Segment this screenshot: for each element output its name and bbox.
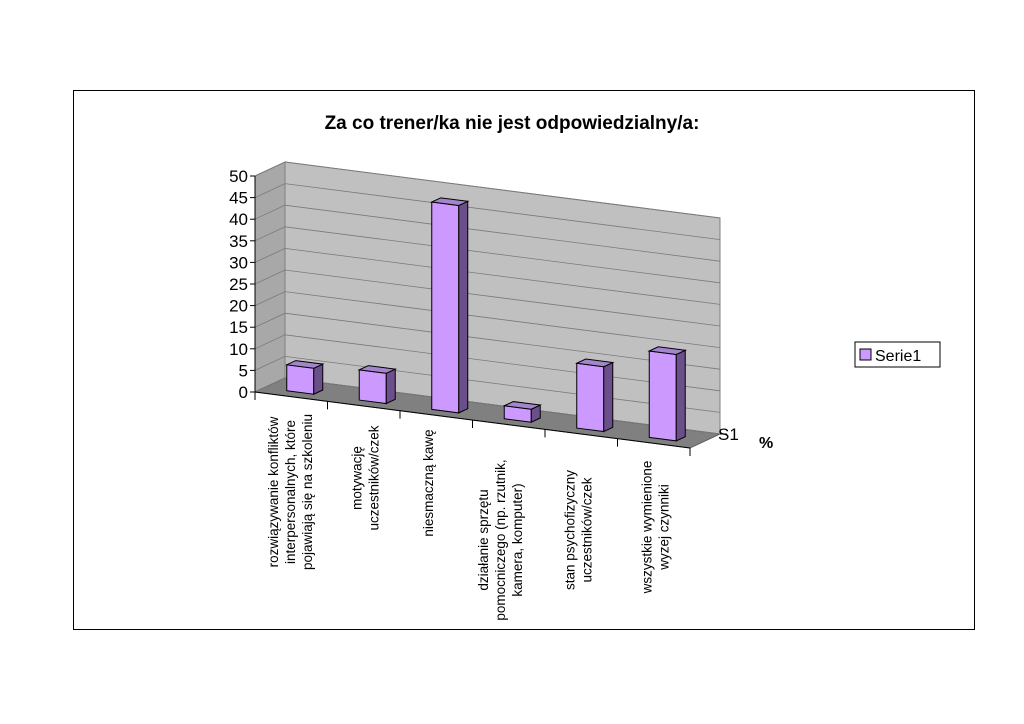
bar — [284, 360, 325, 395]
x-tick-label-line: pojawiają się na szkoleniu — [300, 414, 315, 570]
x-tick-label: działanie sprzętu pomocniczego (np. rzutn… — [476, 459, 525, 620]
legend: Serie1 — [854, 341, 941, 368]
x-tick-label-line: uczestników/czek — [367, 425, 382, 530]
y-tick-label: 20 — [229, 297, 248, 316]
y-tick-label: 50 — [229, 167, 248, 186]
bar-side — [458, 200, 469, 414]
y-tick-label: 40 — [229, 210, 248, 229]
bar-front — [286, 364, 315, 395]
gridline — [254, 269, 721, 327]
y-tick-label: 10 — [229, 340, 248, 359]
bar-top — [647, 346, 688, 355]
x-tick-label: wszystkie wymienione wyzej czynniki — [640, 461, 672, 595]
bar-side — [603, 361, 614, 433]
x-tick-label-line: pomocniczego (np. rzutnik, — [493, 459, 508, 620]
gridline — [254, 312, 721, 370]
y-tick-label: 5 — [239, 361, 248, 380]
bar — [574, 358, 615, 433]
gridline — [254, 377, 721, 435]
x-tick-label-line: uczestników/czek — [580, 477, 595, 582]
bar-side — [675, 349, 686, 442]
gridline — [254, 334, 721, 392]
x-tick-label-line: niesmaczną kawę — [421, 429, 436, 536]
bar — [502, 401, 543, 423]
bar-top — [284, 360, 325, 369]
x-tick-label-line: stan psychofizyczny — [563, 470, 578, 590]
chart-title: Za co trener/ka nie jest odpowiedzialny/… — [325, 113, 700, 134]
bar-top — [357, 365, 398, 374]
series-axis-label: S1 — [718, 425, 739, 444]
x-tick-label: niesmaczną kawę — [421, 429, 436, 536]
legend-swatch — [859, 348, 872, 361]
bar-top — [502, 401, 543, 410]
y-tick-label: 30 — [229, 253, 248, 272]
y-axis-unit-label: % — [759, 435, 773, 452]
x-tick-label-line: działanie sprzętu — [476, 489, 491, 590]
bar-side — [385, 368, 396, 405]
x-tick-label-line: interpersonalnych, które — [283, 420, 298, 564]
gridline — [254, 355, 721, 413]
chart-frame — [73, 90, 975, 630]
y-tick-label: 25 — [229, 275, 248, 294]
gridline — [254, 291, 721, 348]
bar-front — [576, 362, 605, 433]
x-tick-label: motywację uczestników/czek — [350, 425, 382, 530]
x-tick-label-line: motywację — [350, 446, 365, 510]
x-tick-label: rozwiązywanie konfliktów interpersonalnyc… — [266, 414, 315, 570]
x-tick-label-line: wszystkie wymienione — [640, 461, 655, 595]
gridline — [254, 204, 721, 262]
y-tick-label: 0 — [239, 383, 248, 402]
gridline — [254, 183, 721, 240]
legend-label: Serie1 — [875, 348, 921, 365]
y-tick-label: 45 — [229, 189, 248, 208]
x-tick-label-line: rozwiązywanie konfliktów — [266, 416, 281, 567]
bar-top — [429, 197, 470, 207]
x-tick-label-line: wyzej czynniki — [657, 484, 672, 571]
bar-top — [574, 358, 615, 368]
gridline — [254, 226, 721, 284]
gridline — [254, 247, 721, 305]
bar — [357, 365, 398, 405]
bar-front — [358, 369, 387, 405]
gridline — [254, 161, 721, 219]
plot-area: 0 5 10 15 20 25 30 35 40 45 50 rozwiązywanie konfli… — [229, 161, 727, 621]
bar-front — [648, 350, 677, 442]
x-tick-label-line: kamera, komputer) — [510, 483, 525, 596]
bar-front — [431, 201, 460, 414]
y-tick-label: 35 — [229, 232, 248, 251]
bar-side — [313, 363, 324, 395]
bar — [429, 197, 470, 414]
y-tick-label: 15 — [229, 318, 248, 337]
bar — [647, 346, 688, 442]
x-tick-label: stan psychofizyczny uczestników/czek — [563, 470, 595, 590]
